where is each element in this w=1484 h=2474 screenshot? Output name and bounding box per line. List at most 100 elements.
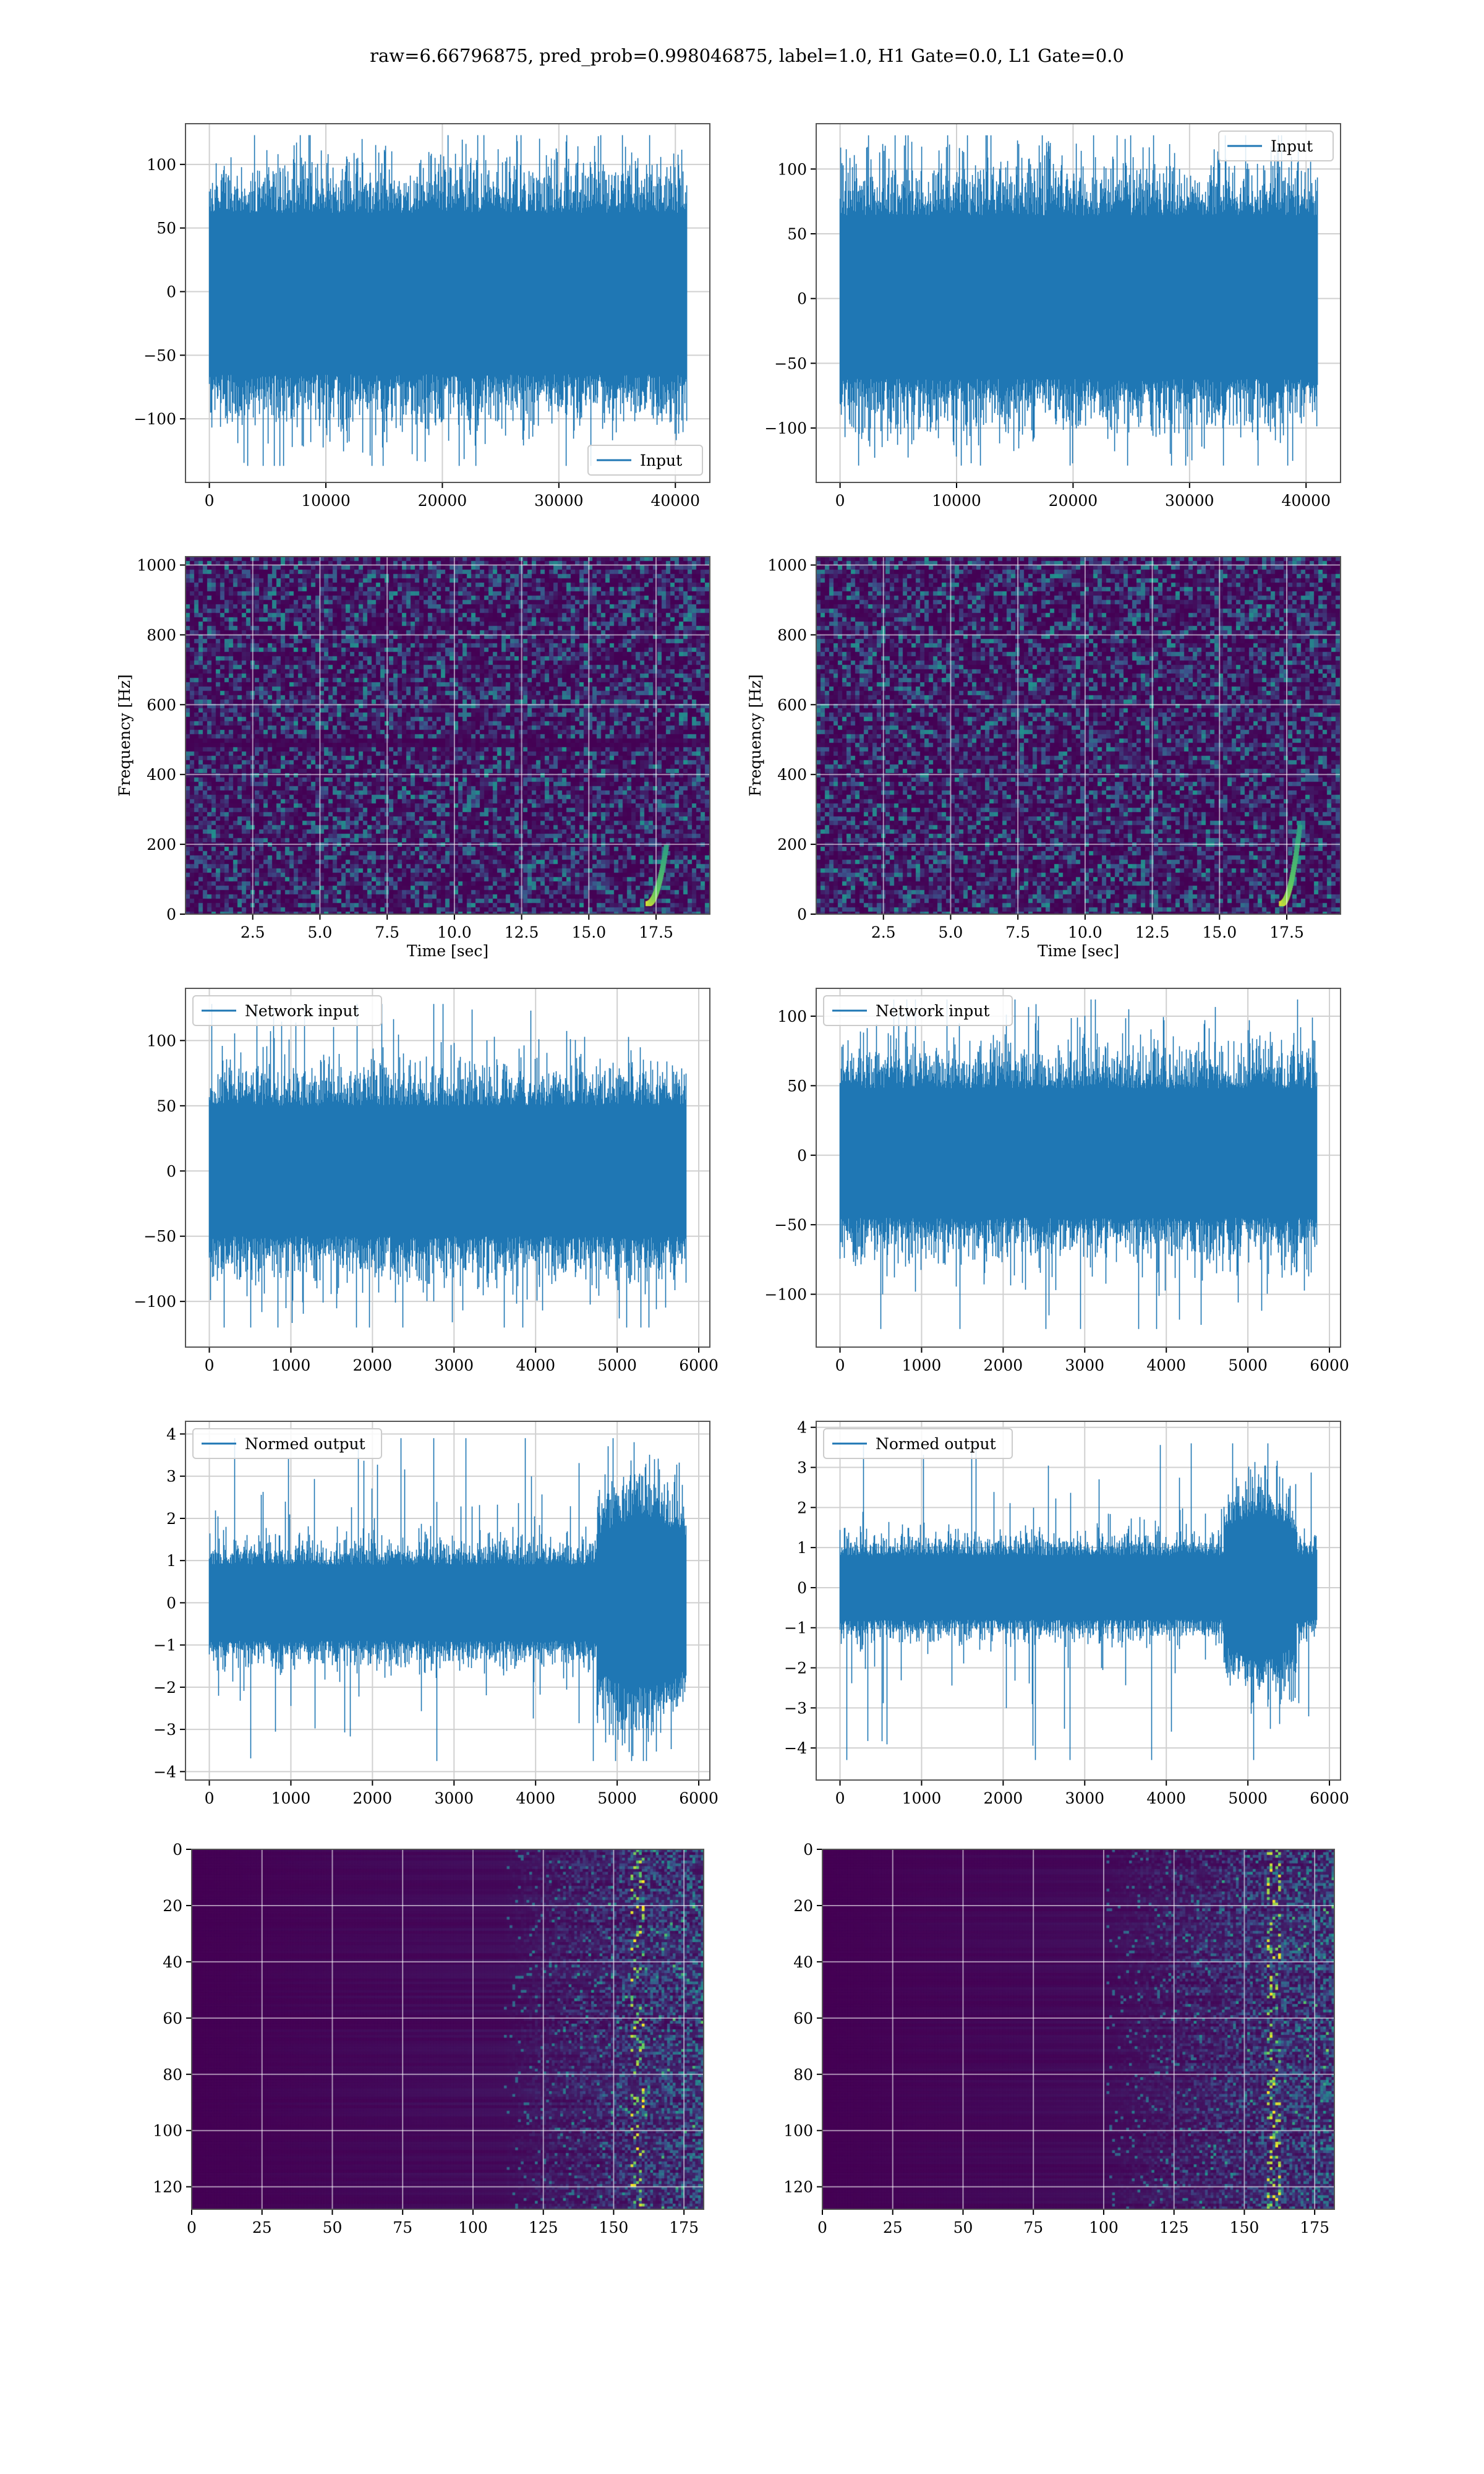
y-tick-label: −4	[784, 1739, 807, 1757]
y-tick-label: 20	[163, 1897, 182, 1915]
feature-map-image	[192, 1849, 704, 2209]
y-tick-label: −1	[153, 1637, 176, 1654]
series-line	[839, 135, 1318, 466]
y-tick-label: 200	[777, 836, 807, 854]
subplot-h1-spectrogram: 2.5 5.0 7.5 10.0 12.5 15.0 17.5 0 200 400 600 800 10…	[116, 556, 710, 960]
plot-frame	[185, 1421, 710, 1781]
x-tick-label: 0	[835, 492, 845, 510]
y-tick-label: −50	[774, 354, 807, 372]
y-tick-label: −2	[784, 1659, 807, 1677]
y-tick-label: 100	[777, 160, 807, 178]
x-tick-label: 4000	[516, 1356, 555, 1374]
x-tick-label: 10.0	[1068, 923, 1102, 941]
y-tick-label: 0	[797, 290, 807, 308]
x-tick-label: 6000	[679, 1356, 719, 1374]
x-tick-label: 2.5	[871, 923, 896, 941]
x-tick-label: 50	[323, 2219, 343, 2236]
x-tick-label: 30000	[534, 492, 584, 510]
x-tick-label: 4000	[1146, 1356, 1186, 1374]
x-tick-label: 25	[883, 2219, 903, 2236]
plots-area: 0 10000 20000 30000 40000−100−50050100Input0…	[116, 123, 1349, 2236]
x-tick-label: 15.0	[571, 923, 606, 941]
x-tick-label: 0	[835, 1356, 845, 1374]
y-tick-label: 120	[783, 2178, 813, 2196]
y-tick-label: 0	[803, 1841, 813, 1859]
y-tick-label: 1	[166, 1552, 176, 1570]
y-tick-label: −1	[784, 1619, 807, 1637]
y-tick-label: 600	[147, 696, 176, 714]
y-tick-label: 40	[793, 1953, 813, 1971]
x-tick-label: 1000	[902, 1789, 942, 1807]
y-tick-label: −50	[774, 1216, 807, 1234]
plot-frame	[816, 1421, 1341, 1781]
x-tick-label: 5.0	[308, 923, 333, 941]
y-tick-label: 0	[166, 1594, 176, 1612]
x-axis-label: Time [sec]	[1038, 942, 1119, 960]
x-tick-label: 3000	[434, 1356, 474, 1374]
plot-frame	[816, 556, 1341, 915]
y-tick-label: −100	[764, 1286, 807, 1304]
x-tick-label: 5000	[1228, 1789, 1268, 1807]
y-tick-label: −100	[134, 410, 176, 428]
x-tick-label: 40000	[650, 492, 700, 510]
legend-box	[192, 1428, 382, 1459]
x-tick-label: 75	[1023, 2219, 1043, 2236]
y-tick-label: −3	[784, 1699, 807, 1717]
x-tick-label: 15.0	[1202, 923, 1237, 941]
subplot-h1-feature-map: 0 25 50 75 100 125 150 175 0 20 40 60 80 100 120	[153, 1841, 704, 2236]
x-tick-label: 2.5	[241, 923, 265, 941]
x-tick-label: 4000	[1146, 1789, 1186, 1807]
x-tick-label: 175	[1300, 2219, 1329, 2236]
y-tick-label: 1	[797, 1539, 807, 1557]
x-tick-label: 10000	[932, 492, 981, 510]
y-tick-label: 2	[797, 1499, 807, 1517]
x-tick-label: 3000	[1065, 1789, 1104, 1807]
x-tick-label: 175	[669, 2219, 699, 2236]
y-tick-label: −3	[153, 1721, 176, 1739]
x-tick-label: 5000	[597, 1789, 637, 1807]
legend: Input	[587, 445, 703, 476]
spectrogram-image	[816, 557, 1341, 914]
x-tick-label: 0	[205, 1789, 215, 1807]
y-tick-label: 600	[777, 696, 807, 714]
x-tick-label: 17.5	[1269, 923, 1304, 941]
x-tick-label: 75	[393, 2219, 412, 2236]
x-axis-label: Time [sec]	[407, 942, 488, 960]
plot-frame	[191, 1849, 704, 2210]
x-tick-label: 100	[458, 2219, 488, 2236]
plot-frame	[816, 123, 1341, 483]
x-tick-label: 10.0	[437, 923, 472, 941]
x-tick-label: 12.5	[505, 923, 539, 941]
y-tick-label: 50	[787, 1077, 807, 1095]
x-tick-label: 1000	[271, 1789, 311, 1807]
x-tick-label: 2000	[984, 1356, 1023, 1374]
y-tick-label: 100	[147, 1032, 176, 1050]
x-tick-label: 7.5	[375, 923, 399, 941]
x-tick-label: 12.5	[1135, 923, 1170, 941]
y-tick-label: 0	[797, 1147, 807, 1165]
legend-label: Network input	[245, 1002, 359, 1020]
y-tick-label: 0	[166, 283, 176, 301]
y-axis-label: Frequency [Hz]	[746, 674, 764, 797]
y-tick-label: 120	[153, 2178, 182, 2196]
x-tick-label: 150	[599, 2219, 629, 2236]
subplot-h1-input: 0 10000 20000 30000 40000 −100 −50 0 50 100 Input	[134, 123, 710, 510]
x-tick-label: 0	[835, 1789, 845, 1807]
x-tick-label: 2000	[353, 1789, 393, 1807]
subplot-h1-network-input: 0 1000 2000 3000 4000 5000 6000 −100 −50 0 50 100 Ne…	[134, 988, 719, 1374]
legend-label: Input	[1271, 137, 1313, 155]
x-tick-label: 0	[205, 492, 215, 510]
plot-frame	[185, 123, 710, 483]
legend: Network input	[823, 995, 1013, 1026]
y-tick-label: 2	[166, 1510, 176, 1528]
series-line	[839, 999, 1318, 1329]
x-tick-label: 17.5	[639, 923, 673, 941]
y-tick-label: 40	[163, 1953, 182, 1971]
x-tick-label: 5000	[597, 1356, 637, 1374]
y-tick-label: −100	[134, 1293, 176, 1311]
x-tick-label: 50	[953, 2219, 973, 2236]
x-tick-label: 5.0	[939, 923, 963, 941]
legend-box	[192, 995, 382, 1026]
subplot-l1-spectrogram: 2.5 5.0 7.5 10.0 12.5 15.0 17.5 0 200 400 600 800 10…	[746, 556, 1341, 960]
